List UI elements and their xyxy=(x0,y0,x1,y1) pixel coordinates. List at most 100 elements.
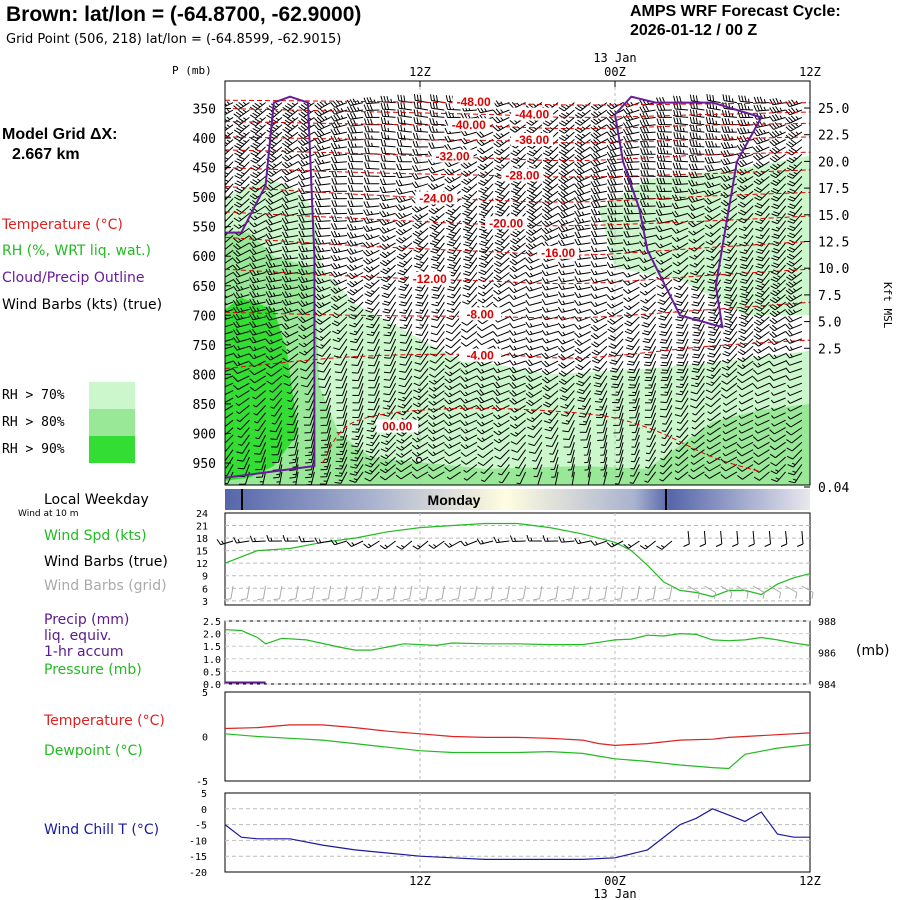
wind-barb xyxy=(676,323,689,337)
wind-barb xyxy=(625,331,640,343)
wind-barb xyxy=(411,181,429,189)
wind-barb xyxy=(428,375,445,385)
wind-barb xyxy=(478,190,494,202)
wind-barb xyxy=(691,412,705,423)
wind-barb xyxy=(232,352,250,359)
wind-barb xyxy=(672,170,689,178)
wind-barb xyxy=(346,248,364,255)
wind-barb xyxy=(395,212,413,220)
wind-barb xyxy=(368,375,380,389)
surface-wind-barb xyxy=(379,540,396,550)
wind-barb xyxy=(413,101,429,111)
wind-barb xyxy=(383,338,397,352)
wind-barb xyxy=(675,397,689,410)
wind-barb xyxy=(590,331,608,340)
wind-barb xyxy=(476,396,494,404)
p-axis-title: P (mb) xyxy=(172,64,212,77)
wind-barb xyxy=(282,360,299,371)
wind-barb xyxy=(478,264,494,276)
wind-barb xyxy=(595,397,608,411)
isotherm-label: -48.00 xyxy=(457,95,491,109)
wind-barb xyxy=(477,294,494,304)
wind-barb xyxy=(399,338,413,352)
wind-barb xyxy=(397,116,412,126)
wind-barb xyxy=(786,249,803,260)
wind-barb xyxy=(687,187,705,195)
wind-barb xyxy=(476,419,494,427)
wind-barb xyxy=(330,120,348,129)
wind-barb xyxy=(705,124,721,133)
wind-barb xyxy=(509,322,526,329)
wind-barb xyxy=(367,338,380,352)
wind-barb xyxy=(283,368,299,379)
wind-barb xyxy=(445,205,461,216)
wind-barb xyxy=(331,316,348,327)
wind-barb xyxy=(658,309,673,321)
wind-barb xyxy=(364,456,380,468)
wind-barb xyxy=(335,375,348,389)
wind-barb xyxy=(722,338,738,350)
wind-barb xyxy=(558,117,575,127)
wind-barb xyxy=(395,171,412,179)
wind-barb xyxy=(266,124,283,134)
wind-barb xyxy=(232,284,250,292)
wind-barb xyxy=(770,279,786,290)
wind-barb xyxy=(252,390,266,400)
wind-speed-tick-label: 12 xyxy=(196,559,208,570)
wind-barb xyxy=(770,286,786,297)
wind-barb xyxy=(645,456,657,469)
wind-barb xyxy=(350,442,364,455)
wind-barb xyxy=(672,154,689,163)
wind-barb xyxy=(427,174,445,182)
wind-barb xyxy=(787,456,803,468)
wind-barb xyxy=(314,164,331,172)
wind-barb xyxy=(460,390,478,397)
wind-barb xyxy=(623,294,640,303)
grid-wind-barb xyxy=(452,585,462,601)
wind-barb xyxy=(330,262,348,270)
temp-tick-label: 0 xyxy=(202,733,208,744)
wind-barb xyxy=(509,359,526,366)
wind-barb xyxy=(551,464,559,478)
wind-barb xyxy=(541,329,559,336)
wind-barb xyxy=(314,136,331,145)
wind-barb xyxy=(412,140,429,148)
wind-barb xyxy=(541,306,559,313)
wind-barb xyxy=(379,186,396,194)
wind-barb xyxy=(445,345,461,356)
wind-barb xyxy=(722,331,738,343)
isotherm-label-bg xyxy=(408,271,451,285)
wind-barb xyxy=(460,360,478,368)
wind-barb xyxy=(281,217,299,224)
wind-barb xyxy=(225,441,234,453)
wind-barb xyxy=(330,127,348,136)
wind-barb xyxy=(380,139,396,148)
wind-barb xyxy=(560,397,575,409)
wind-barb xyxy=(363,209,380,216)
wind-barb xyxy=(591,338,608,348)
wind-barb xyxy=(478,205,494,217)
wind-barb xyxy=(705,242,721,253)
wind-barb xyxy=(429,360,445,371)
wind-barb xyxy=(431,294,445,307)
wind-barb xyxy=(272,449,283,464)
wind-barb xyxy=(396,155,412,163)
wind-barb xyxy=(363,177,380,185)
wind-barb xyxy=(462,286,478,298)
wind-barb xyxy=(412,397,429,408)
wind-barb xyxy=(493,286,510,295)
wind-barb xyxy=(623,127,640,136)
wind-barb xyxy=(769,441,786,451)
wind-barb xyxy=(314,293,331,301)
wind-barb xyxy=(335,368,348,381)
wind-barb xyxy=(444,427,461,434)
wind-barb xyxy=(365,434,380,447)
wind-barb xyxy=(225,360,234,365)
wind-barb xyxy=(525,242,543,250)
isotherm-label-bg xyxy=(501,168,544,182)
wind-barb xyxy=(476,368,494,374)
wind-barb xyxy=(525,299,543,306)
wind-barb xyxy=(492,397,510,404)
wind-barb xyxy=(561,412,575,425)
rh80-swatch xyxy=(89,409,135,436)
